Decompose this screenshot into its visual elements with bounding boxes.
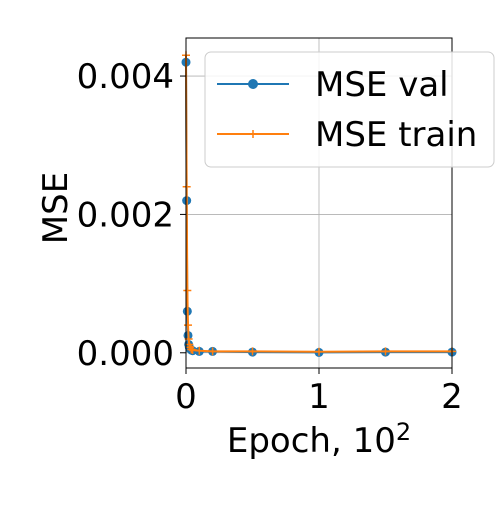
- data-point: [182, 182, 191, 191]
- data-point: [183, 286, 192, 295]
- y-tick-label: 0.002: [77, 195, 174, 235]
- data-point: [208, 347, 217, 356]
- data-point: [195, 346, 204, 355]
- data-point: [248, 347, 257, 356]
- data-point: [381, 347, 390, 356]
- x-tick-label: 0: [175, 377, 197, 417]
- legend-marker-train: [249, 130, 257, 138]
- data-point: [315, 347, 323, 356]
- legend-label-val: MSE val: [315, 65, 449, 105]
- legend: MSE val MSE train: [204, 51, 495, 168]
- x-tick-label: 1: [308, 377, 330, 417]
- y-axis-label: MSE: [36, 172, 76, 244]
- y-tick-label: 0.000: [77, 334, 174, 374]
- y-tick-label: 0.004: [77, 57, 174, 97]
- legend-marker-val: [248, 79, 258, 89]
- axis-ticks: 0 1 2 0.000 0.002 0.004: [77, 57, 463, 417]
- x-axis-label: Epoch, 102: [227, 418, 411, 461]
- legend-label-train: MSE train: [315, 115, 477, 155]
- x-tick-label: 2: [441, 377, 463, 417]
- legend-box: [204, 51, 495, 168]
- data-point: [183, 321, 192, 330]
